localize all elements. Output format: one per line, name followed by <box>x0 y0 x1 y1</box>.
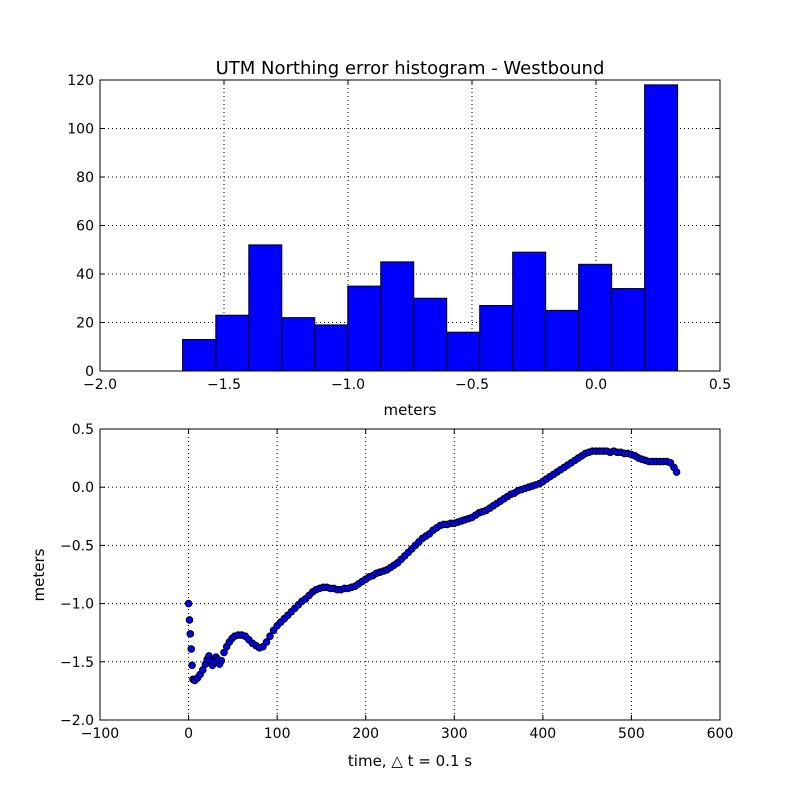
histogram-bar <box>545 309 580 372</box>
histogram-bar <box>446 331 481 372</box>
scatter-x-tick-label: 400 <box>529 726 556 742</box>
scatter-y-tick-label: −2.0 <box>60 713 94 729</box>
scatter-point <box>186 630 195 638</box>
scatter-grid <box>100 429 720 720</box>
scatter-panel: −100 0 100 200 300 400 500 600 −2.0 −1.5 −1.0 −0.5 0… <box>30 422 733 770</box>
scatter-y-tick-label: 0.5 <box>72 422 94 438</box>
histogram-bar <box>215 314 250 372</box>
histogram-panel: −2.0 −1.5 −1.0 −0.5 0.0 0.5 0 20 40 60 80 100 120 UT… <box>67 58 731 419</box>
scatter-x-tick-label: 600 <box>707 726 734 742</box>
scatter-point <box>187 645 196 653</box>
histogram-y-tick-label: 80 <box>76 170 94 186</box>
histogram-x-tick-label: −1.0 <box>331 377 365 393</box>
histogram-bar <box>281 317 316 372</box>
scatter-x-tick-label: 200 <box>352 726 379 742</box>
histogram-y-tick-label: 120 <box>67 73 94 89</box>
scatter-point <box>672 468 681 476</box>
scatter-frame <box>99 428 721 721</box>
scatter-x-tick-label: 300 <box>441 726 468 742</box>
scatter-x-axis-label: time, △ t = 0.1 s <box>348 752 472 770</box>
scatter-y-axis-label: meters <box>30 548 48 601</box>
histogram-x-tick-label: −2.0 <box>83 377 117 393</box>
scatter-y-tick-label: −1.0 <box>60 597 94 613</box>
histogram-x-tick-label: −0.5 <box>455 377 489 393</box>
scatter-ticks: −100 0 100 200 300 400 500 600 −2.0 −1.5 −1.0 −0.5 0… <box>60 422 733 742</box>
histogram-title: UTM Northing error histogram - Westbound <box>216 58 605 79</box>
scatter-point <box>217 656 226 665</box>
histogram-bar <box>512 251 547 372</box>
scatter-x-tick-label: 100 <box>264 726 291 742</box>
histogram-x-tick-label: 0.5 <box>709 377 731 393</box>
histogram-x-tick-label: 0.0 <box>585 377 607 393</box>
scatter-x-tick-label: 0 <box>184 726 193 742</box>
histogram-y-tick-label: 60 <box>76 219 94 235</box>
scatter-y-tick-label: −1.5 <box>60 655 94 671</box>
histogram-bar <box>578 263 613 372</box>
histogram-bars <box>182 84 679 372</box>
scatter-point <box>185 616 194 624</box>
histogram-bar <box>380 261 415 372</box>
histogram-y-tick-label: 0 <box>85 364 94 380</box>
scatter-point <box>262 638 271 646</box>
scatter-point <box>188 661 196 670</box>
histogram-bar <box>479 305 514 372</box>
scatter-y-tick-label: −0.5 <box>60 538 94 554</box>
scatter-point <box>266 632 274 640</box>
histogram-y-tick-label: 40 <box>76 267 94 283</box>
scatter-y-tick-label: 0.0 <box>72 480 94 496</box>
histogram-x-axis-label: meters <box>384 401 437 419</box>
histogram-bar <box>611 288 646 372</box>
histogram-bar <box>182 338 217 372</box>
histogram-bar <box>413 297 448 372</box>
scatter-point <box>184 599 193 608</box>
histogram-bar <box>314 324 349 372</box>
histogram-bar <box>248 244 283 372</box>
histogram-y-tick-label: 100 <box>67 122 94 138</box>
histogram-bar <box>644 84 679 372</box>
scatter-x-tick-label: 500 <box>618 726 645 742</box>
histogram-y-tick-label: 20 <box>76 316 94 332</box>
scatter-x-tick-label: −100 <box>81 726 119 742</box>
histogram-x-tick-label: −1.5 <box>207 377 241 393</box>
histogram-ticks: −2.0 −1.5 −1.0 −0.5 0.0 0.5 0 20 40 60 80 100 120 <box>67 73 731 393</box>
histogram-bar <box>347 285 382 372</box>
scatter-points <box>184 447 681 685</box>
